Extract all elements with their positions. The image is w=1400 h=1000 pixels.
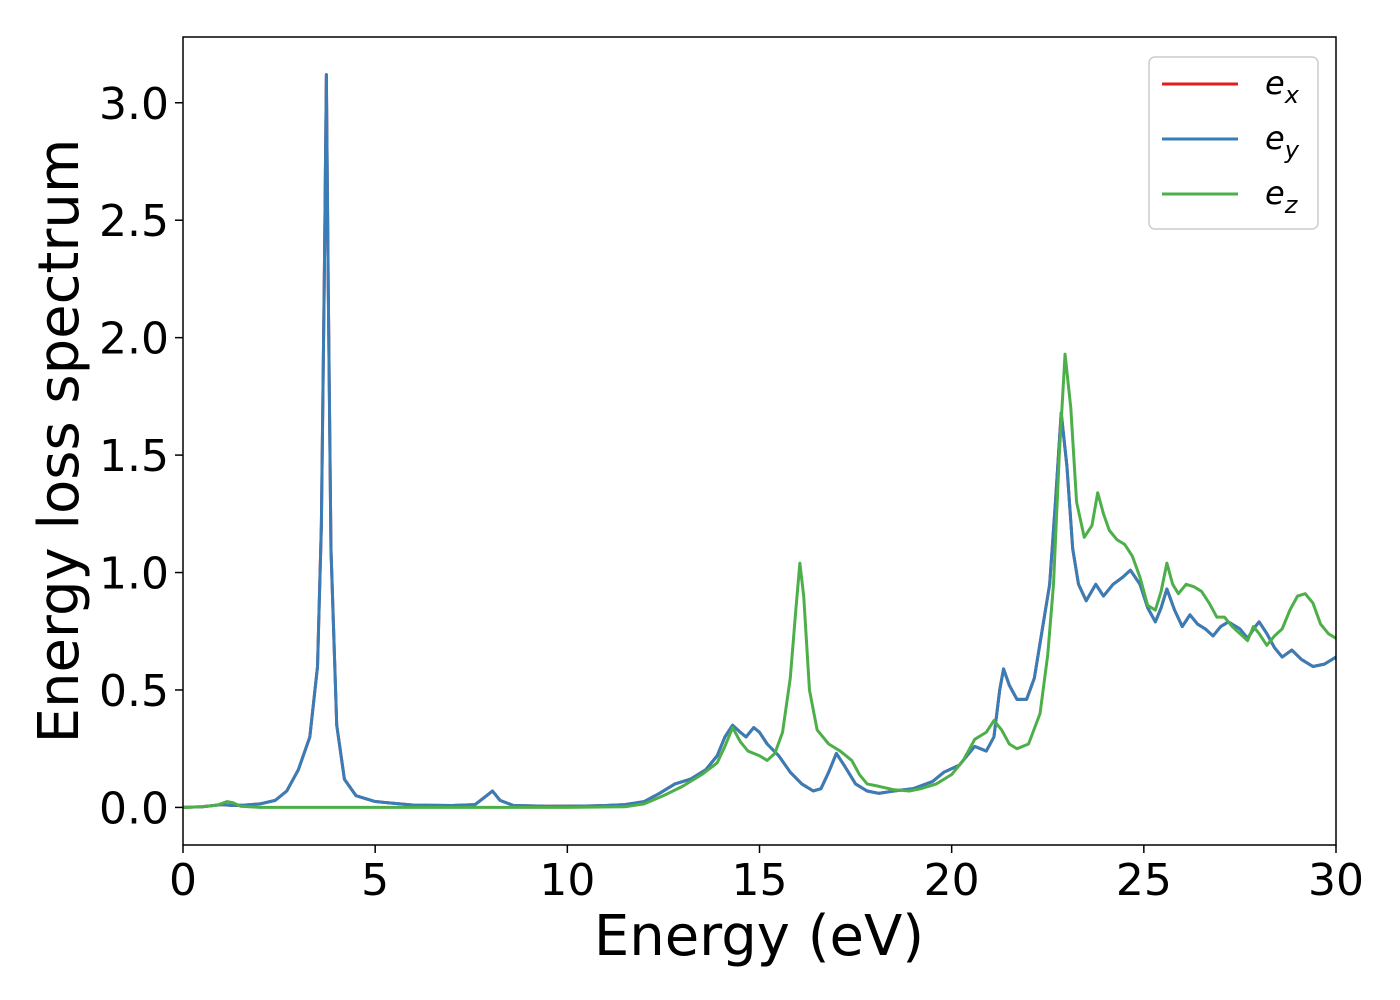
y-tick-label: 2.5 bbox=[99, 196, 169, 247]
legend-label-subscript: y bbox=[1284, 136, 1300, 164]
legend-label-base: e bbox=[1265, 174, 1285, 212]
x-tick-label: 20 bbox=[924, 855, 980, 906]
legend-box bbox=[1148, 56, 1319, 230]
y-tick-label: 0.0 bbox=[99, 783, 169, 834]
legend-label-x: ex bbox=[1265, 64, 1300, 109]
x-axis: 0 5 10 15 20 25 30 bbox=[169, 845, 1364, 906]
y-tick-label: 1.0 bbox=[99, 549, 169, 600]
y-tick-label: 1.5 bbox=[99, 431, 169, 482]
y-axis: 0.0 0.5 1.0 1.5 2.0 2.5 3.0 bbox=[99, 79, 183, 834]
x-tick-label: 10 bbox=[539, 855, 595, 906]
legend-label-y: ey bbox=[1265, 119, 1300, 164]
y-tick-label: 3.0 bbox=[99, 79, 169, 130]
series-line-y bbox=[183, 73, 1336, 809]
series-group bbox=[183, 73, 1336, 809]
plot-area bbox=[183, 37, 1336, 845]
x-tick-label: 0 bbox=[169, 855, 197, 906]
legend-label-base: e bbox=[1265, 119, 1285, 157]
legend-label-z: ez bbox=[1265, 174, 1299, 219]
legend-label-subscript: z bbox=[1284, 191, 1299, 219]
x-tick-label: 25 bbox=[1116, 855, 1172, 906]
legend-label-subscript: x bbox=[1284, 81, 1300, 109]
y-tick-label: 2.0 bbox=[99, 314, 169, 365]
x-tick-label: 30 bbox=[1308, 855, 1364, 906]
y-tick-label: 0.5 bbox=[99, 666, 169, 717]
legend-label-base: e bbox=[1265, 64, 1285, 102]
y-axis-title: Energy loss spectrum bbox=[27, 139, 92, 744]
x-tick-label: 5 bbox=[361, 855, 389, 906]
series-line-z bbox=[183, 352, 1336, 809]
x-axis-title: Energy (eV) bbox=[594, 904, 924, 969]
x-tick-label: 15 bbox=[732, 855, 788, 906]
